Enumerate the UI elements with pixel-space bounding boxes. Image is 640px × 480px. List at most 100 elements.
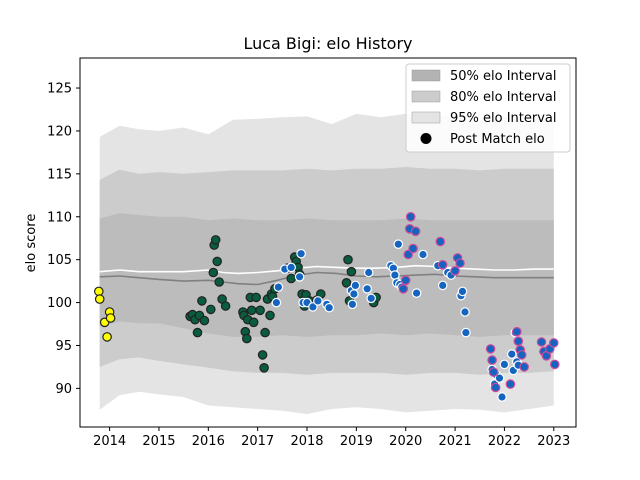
y-tick-label-4: 110: [47, 210, 72, 225]
legend-label-2: 95% elo Interval: [450, 111, 557, 126]
plot-frame: [79, 57, 577, 428]
data-point-s2-1: [273, 282, 284, 292]
y-tick-label-5: 115: [47, 167, 72, 182]
data-point-s3-12: [485, 344, 496, 354]
data-point-s2-42: [497, 392, 507, 402]
x-axis: 2014 2015 2016 2017 2018 2019 2020 2021 2022 2023: [93, 427, 570, 449]
legend-swatch-2: [411, 111, 441, 124]
trend-lines: [99, 264, 554, 286]
data-point-s1-48: [346, 266, 357, 277]
legend-marker-3: [420, 133, 432, 144]
data-point-s1-7: [206, 304, 216, 315]
x-tick-label-9: 2023: [537, 434, 570, 449]
data-point-s3-5: [408, 243, 418, 254]
data-point-s1-24: [255, 305, 265, 316]
data-point-s2-23: [393, 239, 404, 249]
data-point-s2-0: [271, 297, 282, 308]
data-point-s1-14: [220, 301, 231, 311]
data-point-s3-1: [400, 275, 411, 286]
data-point-s3-17: [511, 326, 522, 337]
legend-frame: [405, 63, 571, 153]
legend-swatch-1: [411, 90, 441, 103]
data-point-s2-44: [506, 349, 517, 359]
data-point-s1-11: [212, 256, 222, 267]
y-tick-label-3: 105: [47, 253, 72, 268]
x-tick-label-3: 2017: [241, 434, 274, 449]
x-tick-label-6: 2020: [389, 434, 422, 449]
data-point-s1-6: [199, 315, 210, 326]
data-point-s1-5: [197, 296, 207, 306]
data-point-s2-29: [437, 280, 448, 291]
data-point-s3-7: [435, 236, 446, 247]
x-tick-label-7: 2021: [439, 434, 472, 449]
data-point-s3-0: [398, 283, 409, 294]
data-point-s2-27: [418, 249, 428, 260]
y-tick-label-0: 90: [55, 382, 72, 397]
legend-label-0: 50% elo Interval: [450, 69, 557, 84]
data-point-s2-36: [460, 307, 470, 317]
data-point-s1-27: [260, 327, 270, 338]
data-point-s1-12: [214, 277, 224, 287]
legend-swatch-0: [411, 69, 441, 82]
data-point-s1-3: [192, 327, 203, 338]
legend: 50% elo Interval 80% elo Interval 95% elo …: [405, 63, 571, 153]
data-point-s2-16: [362, 283, 372, 294]
data-point-s3-6: [410, 226, 421, 237]
data-point-s2-13: [347, 299, 358, 310]
data-point-s1-34: [286, 273, 296, 284]
y-axis: 90 95 100 105 110 115 120 125: [47, 82, 80, 397]
x-tick-label-4: 2018: [290, 434, 323, 449]
y-tick-label-2: 100: [47, 296, 72, 311]
data-point-s0-0: [94, 286, 104, 297]
data-point-s3-13: [487, 355, 497, 365]
data-point-s3-8: [437, 259, 448, 270]
data-point-s2-35: [457, 286, 468, 297]
data-point-s1-18: [242, 333, 252, 344]
data-point-s1-25: [257, 350, 268, 360]
data-point-s3-15: [490, 382, 501, 393]
data-point-s1-8: [208, 267, 219, 278]
y-tick-label-7: 125: [47, 82, 72, 97]
data-point-s3-21: [519, 362, 529, 372]
post-match-points: [94, 212, 560, 402]
interval-bands: [99, 113, 554, 415]
data-point-s1-23: [251, 292, 262, 303]
data-point-s1-21: [246, 305, 257, 316]
data-point-s3-27: [549, 359, 560, 370]
data-point-s2-43: [499, 359, 510, 370]
data-point-s2-3: [286, 262, 296, 273]
data-point-s0-3: [102, 332, 112, 342]
data-point-s1-10: [210, 235, 221, 245]
data-point-s2-15: [350, 280, 361, 291]
band-2: [99, 213, 554, 337]
data-point-s2-4: [294, 271, 305, 282]
data-point-s2-17: [363, 267, 374, 278]
data-point-s2-14: [349, 289, 359, 299]
data-point-s3-20: [516, 350, 527, 360]
data-point-s3-22: [536, 337, 547, 347]
x-tick-label-2: 2016: [192, 434, 225, 449]
legend-label-3: Post Match elo: [450, 132, 545, 147]
data-point-s3-18: [513, 336, 524, 346]
chart-title: Luca Bigi: elo History: [243, 34, 412, 53]
legend-label-1: 80% elo Interval: [450, 90, 557, 105]
data-point-s2-37: [461, 327, 471, 338]
x-tick-label-8: 2022: [488, 434, 521, 449]
data-point-s2-5: [296, 248, 306, 259]
data-point-s2-9: [313, 296, 323, 306]
data-point-s3-4: [405, 212, 416, 222]
data-point-s2-41: [494, 373, 505, 383]
x-tick-label-5: 2019: [340, 434, 373, 449]
y-tick-label-6: 120: [47, 124, 72, 139]
data-point-s0-5: [105, 313, 116, 323]
data-point-s3-14: [488, 367, 499, 377]
data-point-s3-26: [548, 338, 559, 348]
y-axis-label: elo score: [24, 214, 39, 273]
data-point-s2-18: [366, 293, 376, 304]
trend-line-0: [99, 264, 554, 275]
data-point-s2-8: [308, 302, 318, 312]
data-point-s2-11: [324, 302, 334, 313]
data-point-s3-11: [455, 258, 465, 268]
x-tick-label-0: 2014: [93, 434, 126, 449]
